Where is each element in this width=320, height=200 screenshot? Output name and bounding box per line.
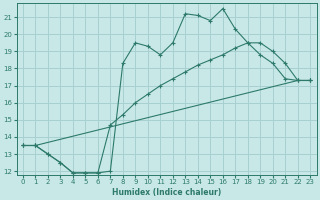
X-axis label: Humidex (Indice chaleur): Humidex (Indice chaleur) bbox=[112, 188, 221, 197]
